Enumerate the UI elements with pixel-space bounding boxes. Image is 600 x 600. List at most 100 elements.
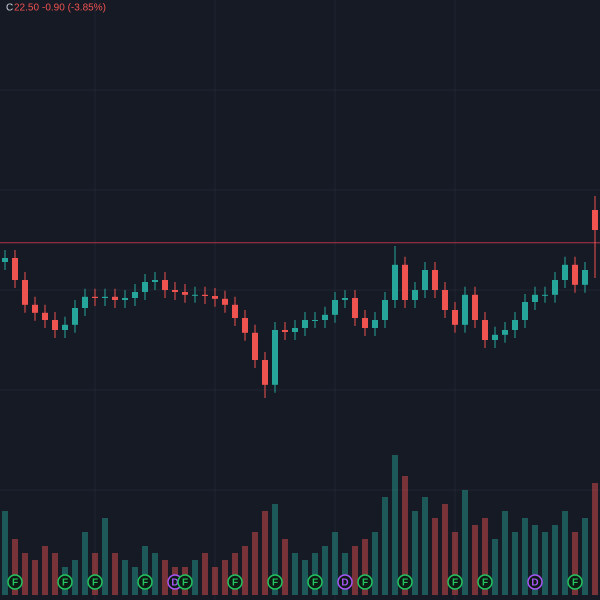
- event-marker: [357, 574, 373, 590]
- candle-body: [212, 296, 218, 299]
- volume-bar: [32, 560, 38, 595]
- candle-body: [512, 320, 518, 330]
- volume-bar: [92, 553, 98, 595]
- volume-bar: [112, 553, 118, 595]
- candle-body: [332, 300, 338, 315]
- candle-body: [282, 330, 288, 332]
- volume-bar: [592, 483, 598, 595]
- volume-bar: [222, 560, 228, 595]
- volume-bar: [552, 525, 558, 595]
- event-marker: [307, 574, 323, 590]
- candle-body: [452, 310, 458, 325]
- volume-bar: [542, 532, 548, 595]
- candle-body: [312, 320, 318, 321]
- volume-bar: [142, 546, 148, 595]
- candle-body: [582, 270, 588, 285]
- volume-bar: [292, 553, 298, 595]
- volume-bar: [332, 532, 338, 595]
- volume-bar: [442, 504, 448, 595]
- candle-body: [82, 296, 88, 308]
- volume-bar: [202, 553, 208, 595]
- candle-body: [392, 264, 398, 300]
- candle-body: [382, 300, 388, 320]
- event-marker: [527, 574, 543, 590]
- candle-body: [122, 298, 128, 300]
- volume-bar: [522, 518, 528, 595]
- event-label: F: [142, 578, 148, 589]
- volume-bar: [272, 504, 278, 595]
- candle-body: [542, 294, 548, 296]
- candle-body: [262, 360, 268, 385]
- volume-bar: [282, 539, 288, 595]
- candle-body: [562, 264, 568, 280]
- candle-body: [412, 290, 418, 300]
- volume-bar: [452, 532, 458, 595]
- candle-body: [182, 292, 188, 295]
- candle-body: [572, 264, 578, 285]
- volume-bar: [12, 539, 18, 595]
- candle-body: [192, 294, 198, 296]
- event-marker: [177, 574, 193, 590]
- event-label: F: [62, 578, 68, 589]
- volume-bar: [392, 455, 398, 595]
- volume-bar: [212, 567, 218, 595]
- volume-bar: [72, 560, 78, 595]
- event-label: F: [232, 578, 238, 589]
- volume-bar: [262, 511, 268, 595]
- event-label: F: [272, 578, 278, 589]
- candle-body: [202, 294, 208, 296]
- legend-label: C: [6, 3, 13, 14]
- volume-bar: [502, 511, 508, 595]
- event-marker: [337, 574, 353, 590]
- volume-bar: [572, 532, 578, 595]
- volume-bar: [372, 532, 378, 595]
- candle-body: [592, 210, 598, 230]
- candle-body: [42, 312, 48, 320]
- volume-bar: [562, 511, 568, 595]
- candle-body: [172, 290, 178, 292]
- candle-body: [432, 270, 438, 290]
- candle-body: [72, 308, 78, 325]
- candle-body: [162, 280, 168, 290]
- candle-body: [322, 314, 328, 320]
- volume-bar: [52, 553, 58, 595]
- candle-body: [152, 280, 158, 282]
- volume-bar: [252, 532, 258, 595]
- candle-body: [402, 264, 408, 300]
- candle-body: [292, 328, 298, 332]
- volume-bar: [402, 476, 408, 595]
- volume-bar: [322, 546, 328, 595]
- volume-bar: [42, 546, 48, 595]
- candle-body: [492, 334, 498, 340]
- volume-bar: [152, 553, 158, 595]
- volume-bar: [582, 518, 588, 595]
- event-marker: [57, 574, 73, 590]
- candle-body: [102, 296, 108, 298]
- event-label: F: [312, 578, 318, 589]
- event-label: F: [572, 578, 578, 589]
- event-marker: [447, 574, 463, 590]
- candle-body: [522, 302, 528, 320]
- event-label: F: [452, 578, 458, 589]
- candle-body: [462, 294, 468, 325]
- volume-bar: [232, 553, 238, 595]
- candle-body: [352, 298, 358, 318]
- event-marker: [227, 574, 243, 590]
- volume-bar: [472, 525, 478, 595]
- candle-body: [22, 280, 28, 305]
- legend-change: -0.90 (-3.85%): [42, 3, 106, 14]
- event-marker: [567, 574, 583, 590]
- volume-bar: [422, 497, 428, 595]
- candle-body: [62, 324, 68, 330]
- volume-bar: [412, 511, 418, 595]
- volume-bar: [162, 560, 168, 595]
- candle-body: [142, 282, 148, 292]
- event-label: F: [182, 578, 188, 589]
- candle-body: [482, 320, 488, 340]
- candle-body: [552, 280, 558, 295]
- candle-layer: [0, 196, 600, 398]
- candle-body: [252, 332, 258, 360]
- volume-bar: [462, 490, 468, 595]
